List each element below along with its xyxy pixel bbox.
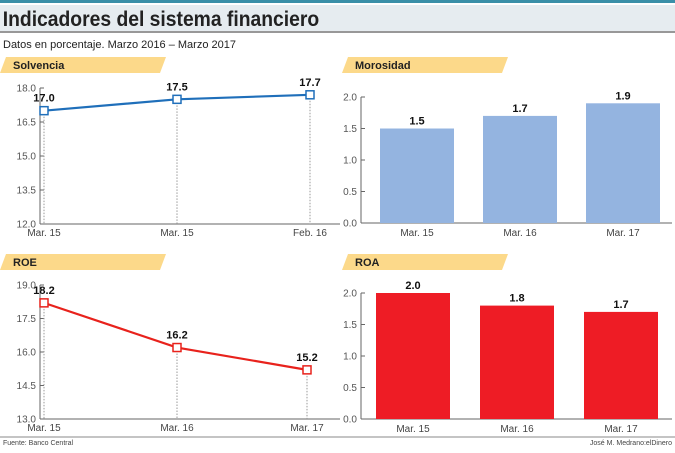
page-title: Indicadores del sistema financiero — [3, 8, 319, 31]
y-tick-label: 12.0 — [17, 220, 37, 231]
y-tick-label: 1.0 — [343, 352, 357, 363]
y-tick-label: 1.5 — [343, 124, 357, 135]
section-label-bg — [0, 254, 166, 270]
data-label: 18.2 — [33, 285, 54, 297]
chart-morosidad: Morosidad 0.0 0.5 1.0 1.5 2.0 1.5 Mar. 15 1.7 Mar… — [342, 57, 672, 239]
x-tick-label: Mar. 17 — [606, 228, 640, 239]
section-label: ROA — [355, 257, 380, 269]
data-point — [172, 342, 182, 353]
y-tick-label: 0.5 — [343, 187, 357, 198]
data-label: 1.8 — [509, 293, 524, 305]
bar — [584, 311, 658, 419]
data-label: 1.9 — [615, 90, 630, 102]
data-label: 17.0 — [33, 93, 54, 105]
y-tick-label: 16.5 — [17, 118, 37, 129]
section-label-bg — [0, 57, 166, 73]
chart-solvencia: Solvencia 12.0 13.5 15.0 16.5 18.017.0 Mar. 15… — [0, 57, 340, 239]
y-tick-label: 0.0 — [343, 415, 357, 426]
x-tick-label: Mar. 15 — [400, 228, 434, 239]
section-label-bg — [342, 57, 508, 73]
credit-note: José M. Medrano:elDinero — [590, 440, 672, 447]
y-tick-label: 17.5 — [17, 314, 37, 325]
y-tick-label: 19.0 — [17, 281, 37, 292]
section-label: Morosidad — [355, 60, 411, 72]
x-tick-label: Mar. 16 — [160, 423, 194, 434]
bar — [380, 128, 454, 223]
bar — [480, 305, 554, 419]
x-tick-label: Mar. 15 — [160, 228, 194, 239]
data-point — [39, 105, 49, 116]
x-tick-label: Mar. 17 — [290, 423, 324, 434]
source-note: Fuente: Banco Central — [3, 440, 73, 447]
data-point — [39, 298, 49, 308]
section-label: ROE — [13, 257, 37, 269]
bar — [376, 293, 450, 419]
x-tick-label: Mar. 15 — [27, 423, 61, 434]
chart-roe: ROE 13.0 14.5 16.0 17.5 19.018.2 Mar. 15 16.2 Ma… — [0, 254, 340, 434]
y-tick-label: 2.0 — [343, 289, 357, 300]
data-label: 17.7 — [299, 77, 320, 89]
data-label: 1.5 — [409, 116, 424, 128]
y-tick-label: 14.5 — [17, 381, 37, 392]
bar — [586, 103, 660, 223]
x-tick-label: Feb. 16 — [293, 228, 327, 239]
y-tick-label: 1.0 — [343, 156, 357, 167]
x-tick-label: Mar. 17 — [604, 424, 638, 435]
data-label: 1.7 — [512, 103, 527, 115]
y-tick-label: 15.0 — [17, 152, 37, 163]
x-tick-label: Mar. 16 — [500, 424, 534, 435]
x-tick-label: Mar. 15 — [396, 424, 430, 435]
x-tick-label: Mar. 16 — [503, 228, 537, 239]
data-point — [305, 90, 315, 100]
data-point — [302, 365, 312, 375]
data-label: 1.7 — [613, 299, 628, 311]
x-tick-label: Mar. 15 — [27, 228, 61, 239]
y-tick-label: 0.0 — [343, 219, 357, 230]
subtitle: Datos en porcentaje. Marzo 2016 – Marzo … — [3, 39, 236, 51]
section-label-bg — [342, 254, 508, 270]
data-point — [172, 94, 182, 105]
data-label: 15.2 — [296, 352, 317, 364]
data-label: 17.5 — [166, 81, 187, 93]
top-accent-bar — [0, 0, 675, 3]
title-band — [0, 5, 675, 31]
y-tick-label: 13.0 — [17, 415, 37, 426]
y-tick-label: 13.5 — [17, 186, 37, 197]
y-tick-label: 18.0 — [17, 84, 37, 95]
y-tick-label: 2.0 — [343, 93, 357, 104]
y-tick-label: 1.5 — [343, 320, 357, 331]
data-label: 2.0 — [405, 280, 420, 292]
data-label: 16.2 — [166, 330, 187, 342]
chart-roa: ROA 0.0 0.5 1.0 1.5 2.0 2.0 Mar. 15 1.8 Mar. 16 1.… — [342, 254, 672, 435]
section-label: Solvencia — [13, 60, 65, 72]
y-tick-label: 0.5 — [343, 383, 357, 394]
bar — [483, 115, 557, 223]
y-tick-label: 16.0 — [17, 348, 37, 359]
